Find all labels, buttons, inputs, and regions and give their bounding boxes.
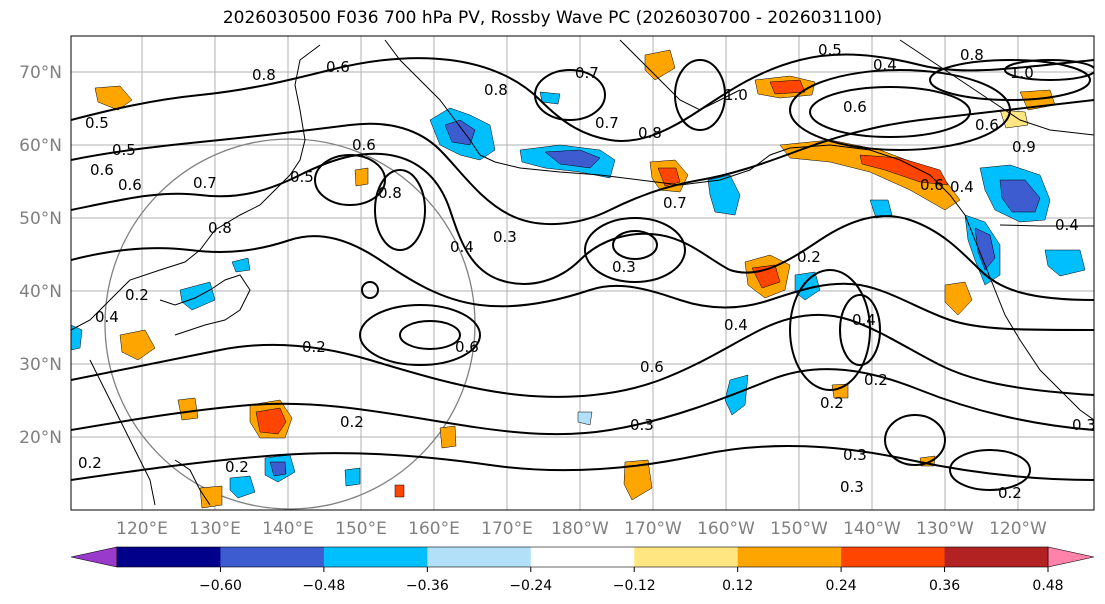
colorbar-segment [530,547,635,567]
contour-label: 0.3 [840,478,864,496]
lat-label: 60°N [19,136,62,156]
contour-label: 0.2 [797,248,821,266]
pv-contours [71,53,1094,491]
contour-label: 0.2 [78,454,102,472]
colorbar-segment [841,547,946,567]
colorbar-segment [634,547,739,567]
colorbar-tick-label: 0.36 [929,578,960,594]
colorbar: −0.60 −0.48 −0.36 −0.24 −0.12 0.12 0.24 0.36 0.4… [70,546,1095,594]
contour-label: 0.3 [843,446,867,464]
contour-label: 0.3 [493,228,517,246]
contour-label: 0.8 [378,184,402,202]
lon-label: 170°E [481,519,533,539]
colorbar-segment [944,547,1049,567]
contour-label: 0.4 [95,308,119,326]
contour-label: 0.6 [118,176,142,194]
lat-label: 50°N [19,209,62,229]
map-title: 2026030500 F036 700 hPa PV, Rossby Wave … [222,8,883,28]
lon-label: 120°W [989,519,1047,539]
lon-label: 140°W [843,519,901,539]
lat-label: 30°N [19,355,62,375]
contour-label: 0.6 [920,176,944,194]
contour-label: 0.2 [125,286,149,304]
colorbar-tick-label: 0.24 [826,578,857,594]
colorbar-segment [220,547,325,567]
lat-label: 40°N [19,282,62,302]
contour-label: 0.6 [455,338,479,356]
contour-label: 0.2 [820,394,844,412]
colorbar-extend-high [1047,546,1095,568]
contour-label: 0.6 [326,58,350,76]
contour-label: 0.2 [864,371,888,389]
contour-label: 0.2 [340,413,364,431]
contour-label: 0.8 [252,66,276,84]
contour-label: 0.9 [1012,138,1036,156]
lon-label: 150°E [335,519,387,539]
colorbar-extend-low [70,546,118,568]
lon-label: 130°E [189,519,241,539]
lon-label: 120°E [116,519,168,539]
pv-anomaly-shading [71,49,1086,509]
map-background [71,36,1094,510]
lat-label: 70°N [19,63,62,83]
colorbar-tick-label: −0.36 [406,578,449,594]
contour-label: 0.3 [612,258,636,276]
contour-label: 0.5 [818,41,842,59]
lon-label: 170°W [624,519,682,539]
contour-label: 0.4 [724,316,748,334]
colorbar-tick-label: −0.12 [613,578,656,594]
lat-label: 20°N [19,428,62,448]
longitude-labels: 120°E 130°E 140°E 150°E 160°E 170°E 180°… [116,519,1047,539]
contour-label: 0.4 [950,178,974,196]
contour-label: 0.7 [663,194,687,212]
colorbar-segment [427,547,532,567]
contour-label: 0.5 [85,114,109,132]
contour-label: 0.6 [352,136,376,154]
contour-label: 0.3 [1072,416,1096,434]
contour-label: 0.7 [575,64,599,82]
contour-label: 0.7 [595,114,619,132]
lon-label: 150°W [770,519,828,539]
contour-label: 0.3 [630,416,654,434]
contour-label: 0.2 [225,458,249,476]
contour-label: 0.2 [998,484,1022,502]
contour-label: 0.2 [302,338,326,356]
colorbar-tick-label: −0.24 [509,578,552,594]
contour-label: 0.4 [1055,216,1079,234]
contour-labels: 0.8 0.6 0.5 0.6 0.7 0.8 0.5 0.6 0.8 0.3 … [78,41,1096,502]
contour-label: 0.4 [873,56,897,74]
colorbar-segment [737,547,842,567]
contour-label: 0.8 [960,46,984,64]
contour-label: 0.6 [90,161,114,179]
lon-label: 130°W [916,519,974,539]
colorbar-tick-label: −0.60 [199,578,242,594]
contour-label: 1.0 [724,86,748,104]
latitude-labels: 70°N 60°N 50°N 40°N 30°N 20°N [19,63,62,448]
colorbar-tick-label: 0.12 [722,578,753,594]
contour-label: 0.6 [975,116,999,134]
colorbar-frame [116,546,1049,568]
contour-label: 1.0 [1010,64,1034,82]
colorbar-segment [323,547,428,567]
contour-label: 0.6 [843,98,867,116]
contour-label: 0.5 [112,141,136,159]
colorbar-tick-label: −0.48 [302,578,345,594]
lon-label: 180°W [551,519,609,539]
lon-label: 160°E [408,519,460,539]
lon-label: 160°W [697,519,755,539]
lon-label: 140°E [262,519,314,539]
colorbar-segment [117,547,221,567]
contour-label: 0.6 [640,358,664,376]
contour-label: 0.7 [193,174,217,192]
contour-label: 0.8 [484,81,508,99]
contour-label: 0.8 [638,124,662,142]
contour-label: 0.8 [208,219,232,237]
map-frame [70,35,1095,511]
contour-label: 0.4 [852,311,876,329]
contour-label: 0.5 [290,168,314,186]
colorbar-tick-label: 0.48 [1032,578,1063,594]
contour-label: 0.4 [450,238,474,256]
